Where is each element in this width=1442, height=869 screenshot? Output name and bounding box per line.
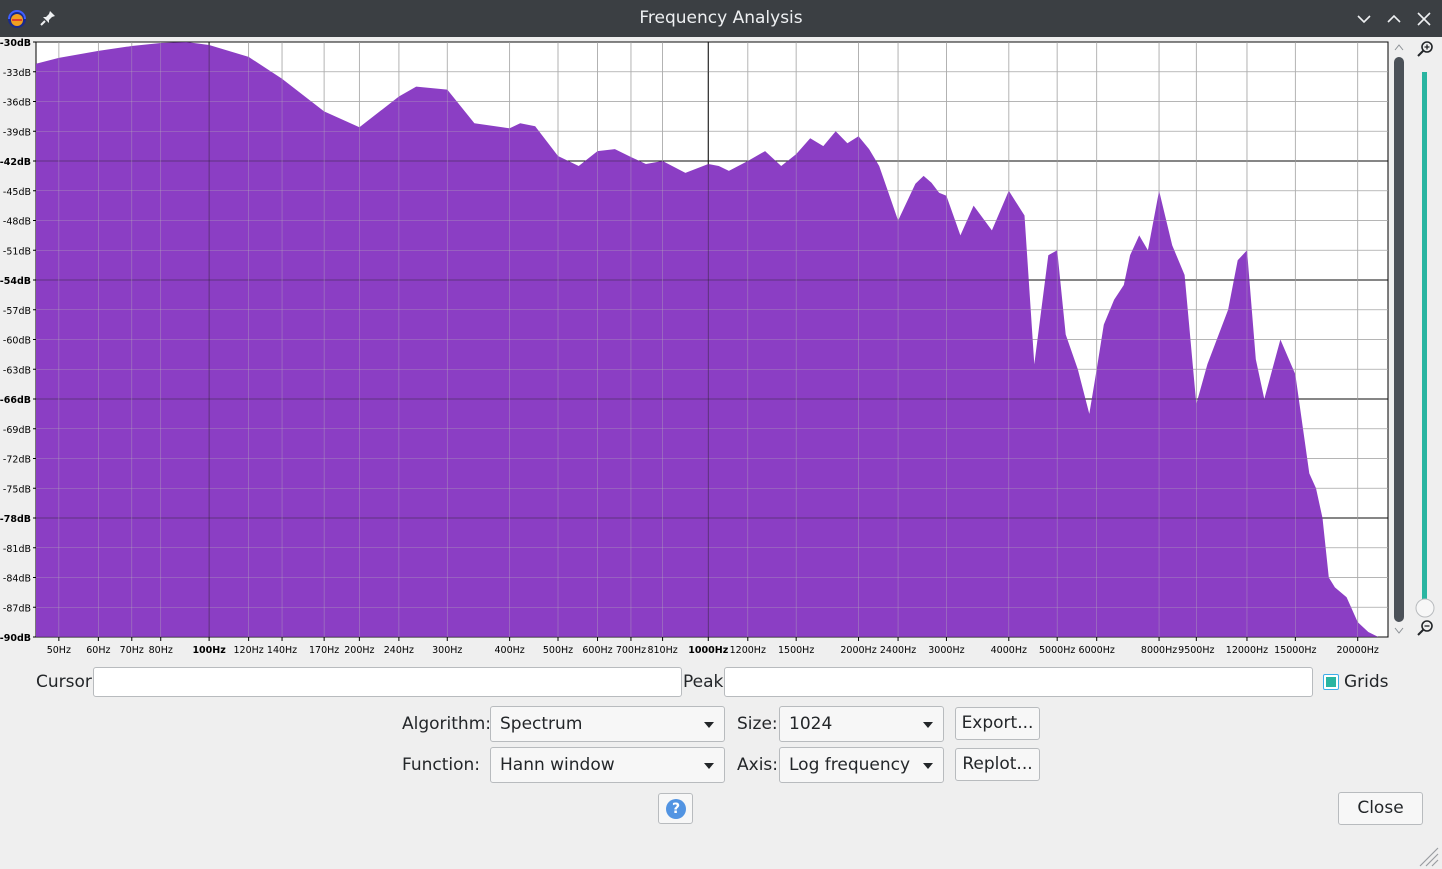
- axis-value: Log frequency: [789, 755, 911, 775]
- x-tick-label: 2000Hz: [840, 645, 876, 656]
- x-tick-label: 1500Hz: [778, 645, 814, 656]
- x-tick-label: 2400Hz: [880, 645, 916, 656]
- zoom-out-icon[interactable]: [1417, 620, 1433, 636]
- y-tick-label: -78dB: [0, 514, 31, 525]
- y-tick-label: -63dB: [3, 365, 31, 376]
- close-icon[interactable]: [1414, 9, 1434, 29]
- x-tick-label: 12000Hz: [1226, 645, 1268, 656]
- resize-grip-icon[interactable]: [1414, 842, 1440, 868]
- x-tick-label: 120Hz: [233, 645, 263, 656]
- zoom-slider-handle[interactable]: [1415, 598, 1435, 618]
- x-tick-label: 700Hz: [616, 645, 646, 656]
- y-tick-label: -84dB: [3, 574, 31, 585]
- y-tick-label: -57dB: [3, 306, 31, 317]
- chevron-down-icon: [923, 763, 933, 769]
- y-tick-label: -33dB: [3, 68, 31, 79]
- algorithm-value: Spectrum: [500, 714, 583, 734]
- chevron-down-icon: [923, 722, 933, 728]
- x-tick-label: 1200Hz: [730, 645, 766, 656]
- y-tick-label: -42dB: [0, 157, 31, 168]
- checkbox-check: [1326, 677, 1336, 687]
- close-button[interactable]: Close: [1338, 792, 1423, 825]
- x-tick-label: 200Hz: [344, 645, 374, 656]
- help-icon: ?: [666, 799, 686, 819]
- size-select[interactable]: 1024: [779, 706, 944, 742]
- x-tick-label: 50Hz: [47, 645, 71, 656]
- x-tick-label: 140Hz: [267, 645, 297, 656]
- function-select[interactable]: Hann window: [490, 747, 725, 783]
- controls-panel: Cursor: Peak: Grids Algorithm: Spectrum …: [0, 659, 1442, 869]
- x-tick-label: 170Hz: [309, 645, 339, 656]
- cursor-label: Cursor:: [36, 672, 98, 692]
- chevron-down-icon: [704, 722, 714, 728]
- x-tick-label: 60Hz: [86, 645, 110, 656]
- y-tick-label: -39dB: [3, 127, 31, 138]
- axis-select[interactable]: Log frequency: [779, 747, 944, 783]
- y-tick-label: -81dB: [3, 544, 31, 555]
- x-tick-label: 4000Hz: [991, 645, 1027, 656]
- axis-label: Axis:: [737, 755, 778, 775]
- audacity-app-icon: [8, 10, 26, 28]
- x-tick-label: 400Hz: [495, 645, 525, 656]
- grids-label: Grids: [1344, 672, 1389, 692]
- chevron-down-icon: [704, 763, 714, 769]
- x-tick-label: 80Hz: [149, 645, 173, 656]
- y-tick-label: -66dB: [0, 395, 31, 406]
- y-tick-label: -60dB: [3, 336, 31, 347]
- y-tick-label: -48dB: [3, 217, 31, 228]
- x-tick-label: 300Hz: [432, 645, 462, 656]
- spectrum-chart[interactable]: -30dB -33dB -36dB -39dB -42dB -45dB -48dB -51dB…: [0, 37, 1442, 659]
- y-tick-label: -87dB: [3, 603, 31, 614]
- pin-icon[interactable]: [39, 9, 57, 27]
- maximize-icon[interactable]: [1384, 9, 1404, 29]
- x-tick-label: 240Hz: [384, 645, 414, 656]
- spectrum-graph-area: -30dB -33dB -36dB -39dB -42dB -45dB -48dB -51dB…: [0, 37, 1442, 659]
- function-label: Function:: [402, 755, 481, 775]
- x-tick-label: 810Hz: [647, 645, 677, 656]
- export-button[interactable]: Export...: [955, 707, 1040, 740]
- x-tick-label: 70Hz: [120, 645, 144, 656]
- x-tick-label: 3000Hz: [928, 645, 964, 656]
- x-tick-label: 600Hz: [582, 645, 612, 656]
- size-label: Size:: [737, 714, 778, 734]
- cursor-field[interactable]: [93, 667, 682, 697]
- x-tick-label: 100Hz: [192, 645, 226, 656]
- y-tick-label: -45dB: [3, 187, 31, 198]
- function-value: Hann window: [500, 755, 615, 775]
- y-tick-label: -72dB: [3, 455, 31, 466]
- x-tick-label: 9500Hz: [1178, 645, 1214, 656]
- replot-button[interactable]: Replot...: [955, 748, 1040, 781]
- help-button[interactable]: ?: [658, 793, 693, 824]
- y-tick-label: -54dB: [0, 276, 31, 287]
- algorithm-select[interactable]: Spectrum: [490, 706, 725, 742]
- peak-field[interactable]: [724, 667, 1313, 697]
- y-tick-label: -36dB: [3, 98, 31, 109]
- x-tick-label: 1000Hz: [688, 645, 728, 656]
- x-tick-label: 15000Hz: [1274, 645, 1316, 656]
- algorithm-label: Algorithm:: [402, 714, 491, 734]
- size-value: 1024: [789, 714, 833, 734]
- x-tick-label: 20000Hz: [1337, 645, 1379, 656]
- grids-checkbox[interactable]: [1323, 674, 1339, 690]
- y-tick-label: -75dB: [3, 484, 31, 495]
- x-tick-label: 6000Hz: [1079, 645, 1115, 656]
- title-bar: Frequency Analysis: [0, 0, 1442, 37]
- y-tick-label: -51dB: [3, 246, 31, 257]
- window-title: Frequency Analysis: [639, 8, 803, 28]
- y-tick-label: -90dB: [0, 633, 31, 644]
- peak-label: Peak:: [683, 672, 730, 692]
- minimize-icon[interactable]: [1354, 9, 1374, 29]
- y-tick-label: -69dB: [3, 425, 31, 436]
- y-tick-label: -30dB: [0, 38, 31, 49]
- x-tick-label: 8000Hz: [1141, 645, 1177, 656]
- zoom-in-icon[interactable]: [1417, 41, 1433, 57]
- x-tick-label: 5000Hz: [1039, 645, 1075, 656]
- x-tick-label: 500Hz: [543, 645, 573, 656]
- vertical-zoom-slider[interactable]: [1394, 44, 1435, 634]
